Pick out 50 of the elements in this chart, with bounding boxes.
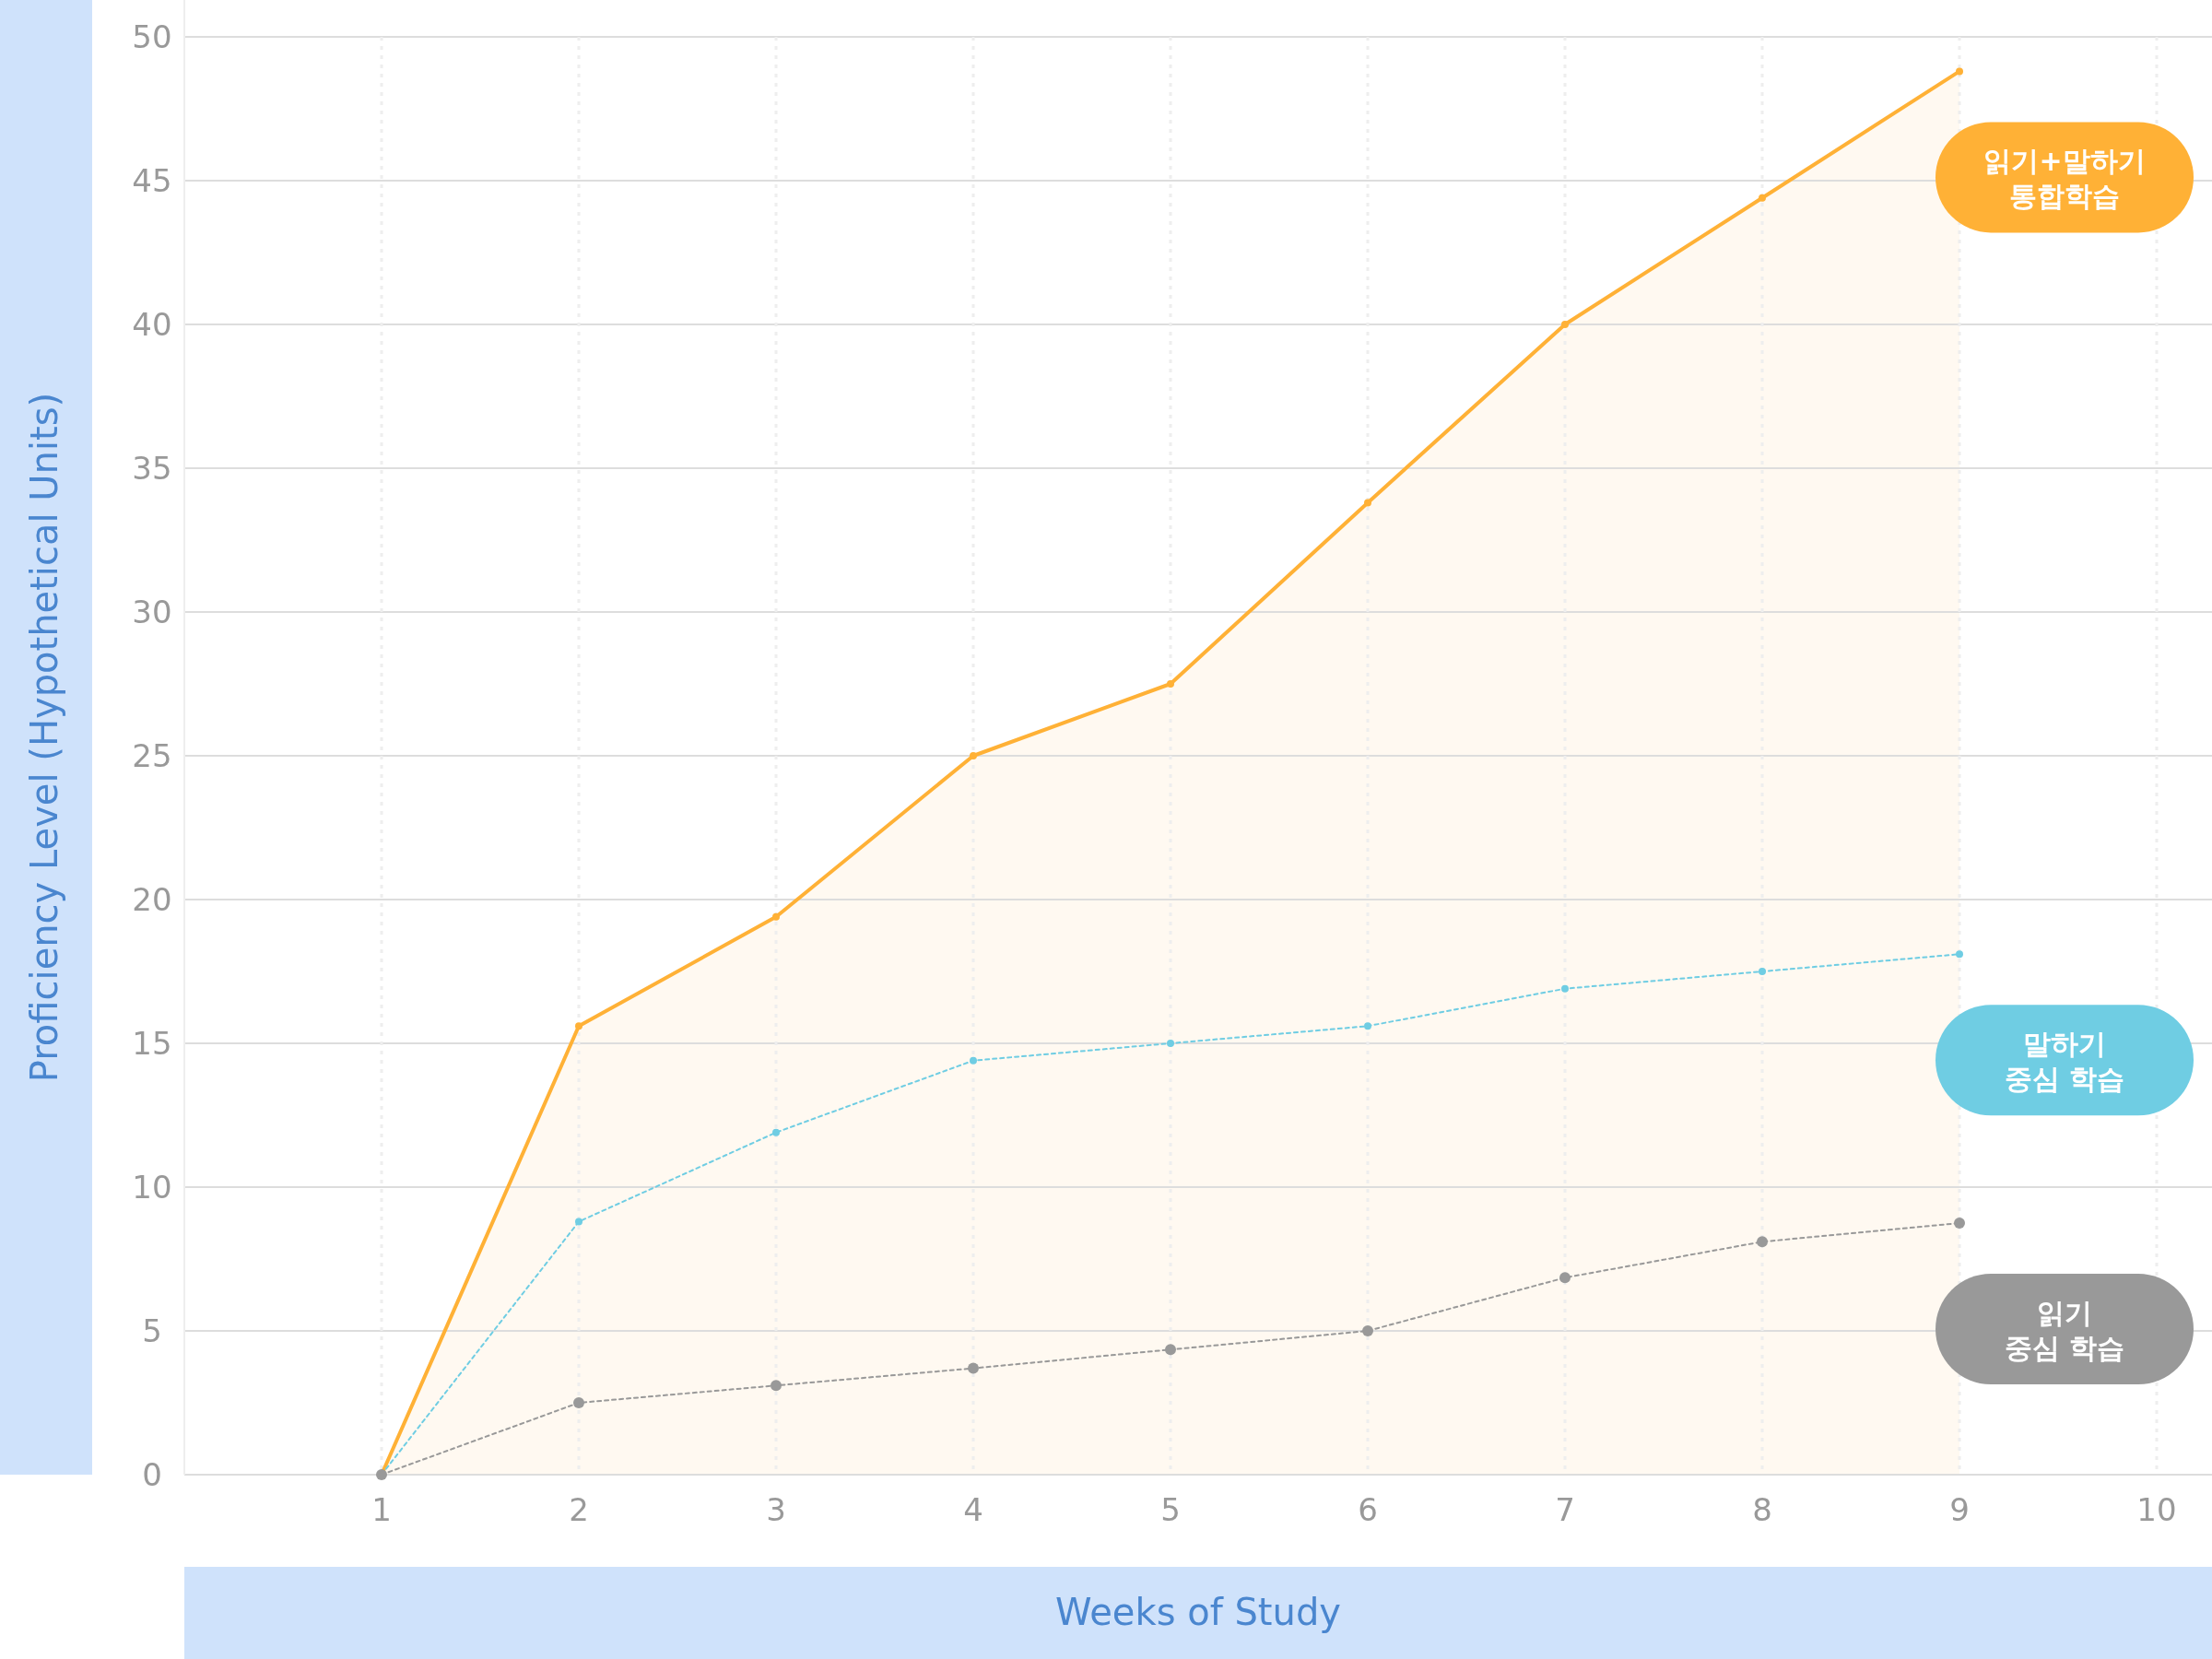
y-tick-label: 10: [132, 1169, 172, 1206]
x-tick-label: 5: [1160, 1491, 1181, 1528]
point: [575, 1022, 582, 1030]
x-tick-label: 3: [766, 1491, 786, 1528]
y-tick-label: 0: [142, 1456, 162, 1493]
point: [1561, 321, 1569, 328]
point: [772, 1128, 780, 1136]
x-tick-label: 8: [1752, 1491, 1772, 1528]
y-tick-label: 20: [132, 881, 172, 918]
y-tick-label: 35: [132, 450, 172, 487]
y-axis-title: Proficiency Level (Hypothetical Units): [23, 392, 65, 1083]
y-tick-label: 25: [132, 737, 172, 774]
x-tick-label: 10: [2136, 1491, 2177, 1528]
point: [1364, 499, 1371, 507]
point: [575, 1218, 582, 1226]
x-tick-label: 2: [569, 1491, 589, 1528]
point: [1954, 1218, 1965, 1229]
point: [1364, 1022, 1371, 1030]
point: [1167, 1040, 1174, 1047]
point: [1561, 984, 1569, 993]
x-tick-label: 1: [371, 1491, 392, 1528]
x-tick-label: 7: [1555, 1491, 1575, 1528]
point: [1362, 1325, 1373, 1336]
text: 말하기 중심 학습: [2004, 1028, 2125, 1096]
point: [1165, 1344, 1176, 1356]
x-tick-label: 6: [1358, 1491, 1378, 1528]
point: [1759, 194, 1766, 202]
point: [970, 752, 977, 759]
x-tick-label: 4: [963, 1491, 983, 1528]
text: 읽기 중심 학습: [2004, 1297, 2125, 1364]
y-tick-label: 30: [132, 594, 172, 630]
point: [1956, 950, 1963, 959]
point: [573, 1397, 584, 1408]
point: [968, 1362, 979, 1374]
y-tick-label: 5: [142, 1312, 162, 1349]
x-axis-title: Weeks of Study: [1055, 1591, 1341, 1633]
point: [771, 1380, 782, 1392]
point: [1759, 968, 1766, 975]
series-label: 읽기+말하기 통합학습: [1983, 145, 2146, 213]
y-tick-label: 45: [132, 162, 172, 199]
x-tick-label: 9: [1949, 1491, 1970, 1528]
point: [1757, 1236, 1768, 1248]
y-tick-label: 40: [132, 306, 172, 343]
y-tick-label: 15: [132, 1025, 172, 1062]
y-tick-label: 50: [132, 18, 172, 55]
point: [1167, 680, 1174, 688]
point: [772, 912, 780, 921]
point: [1956, 67, 1963, 76]
point: [970, 1056, 977, 1065]
point: [1559, 1272, 1571, 1284]
